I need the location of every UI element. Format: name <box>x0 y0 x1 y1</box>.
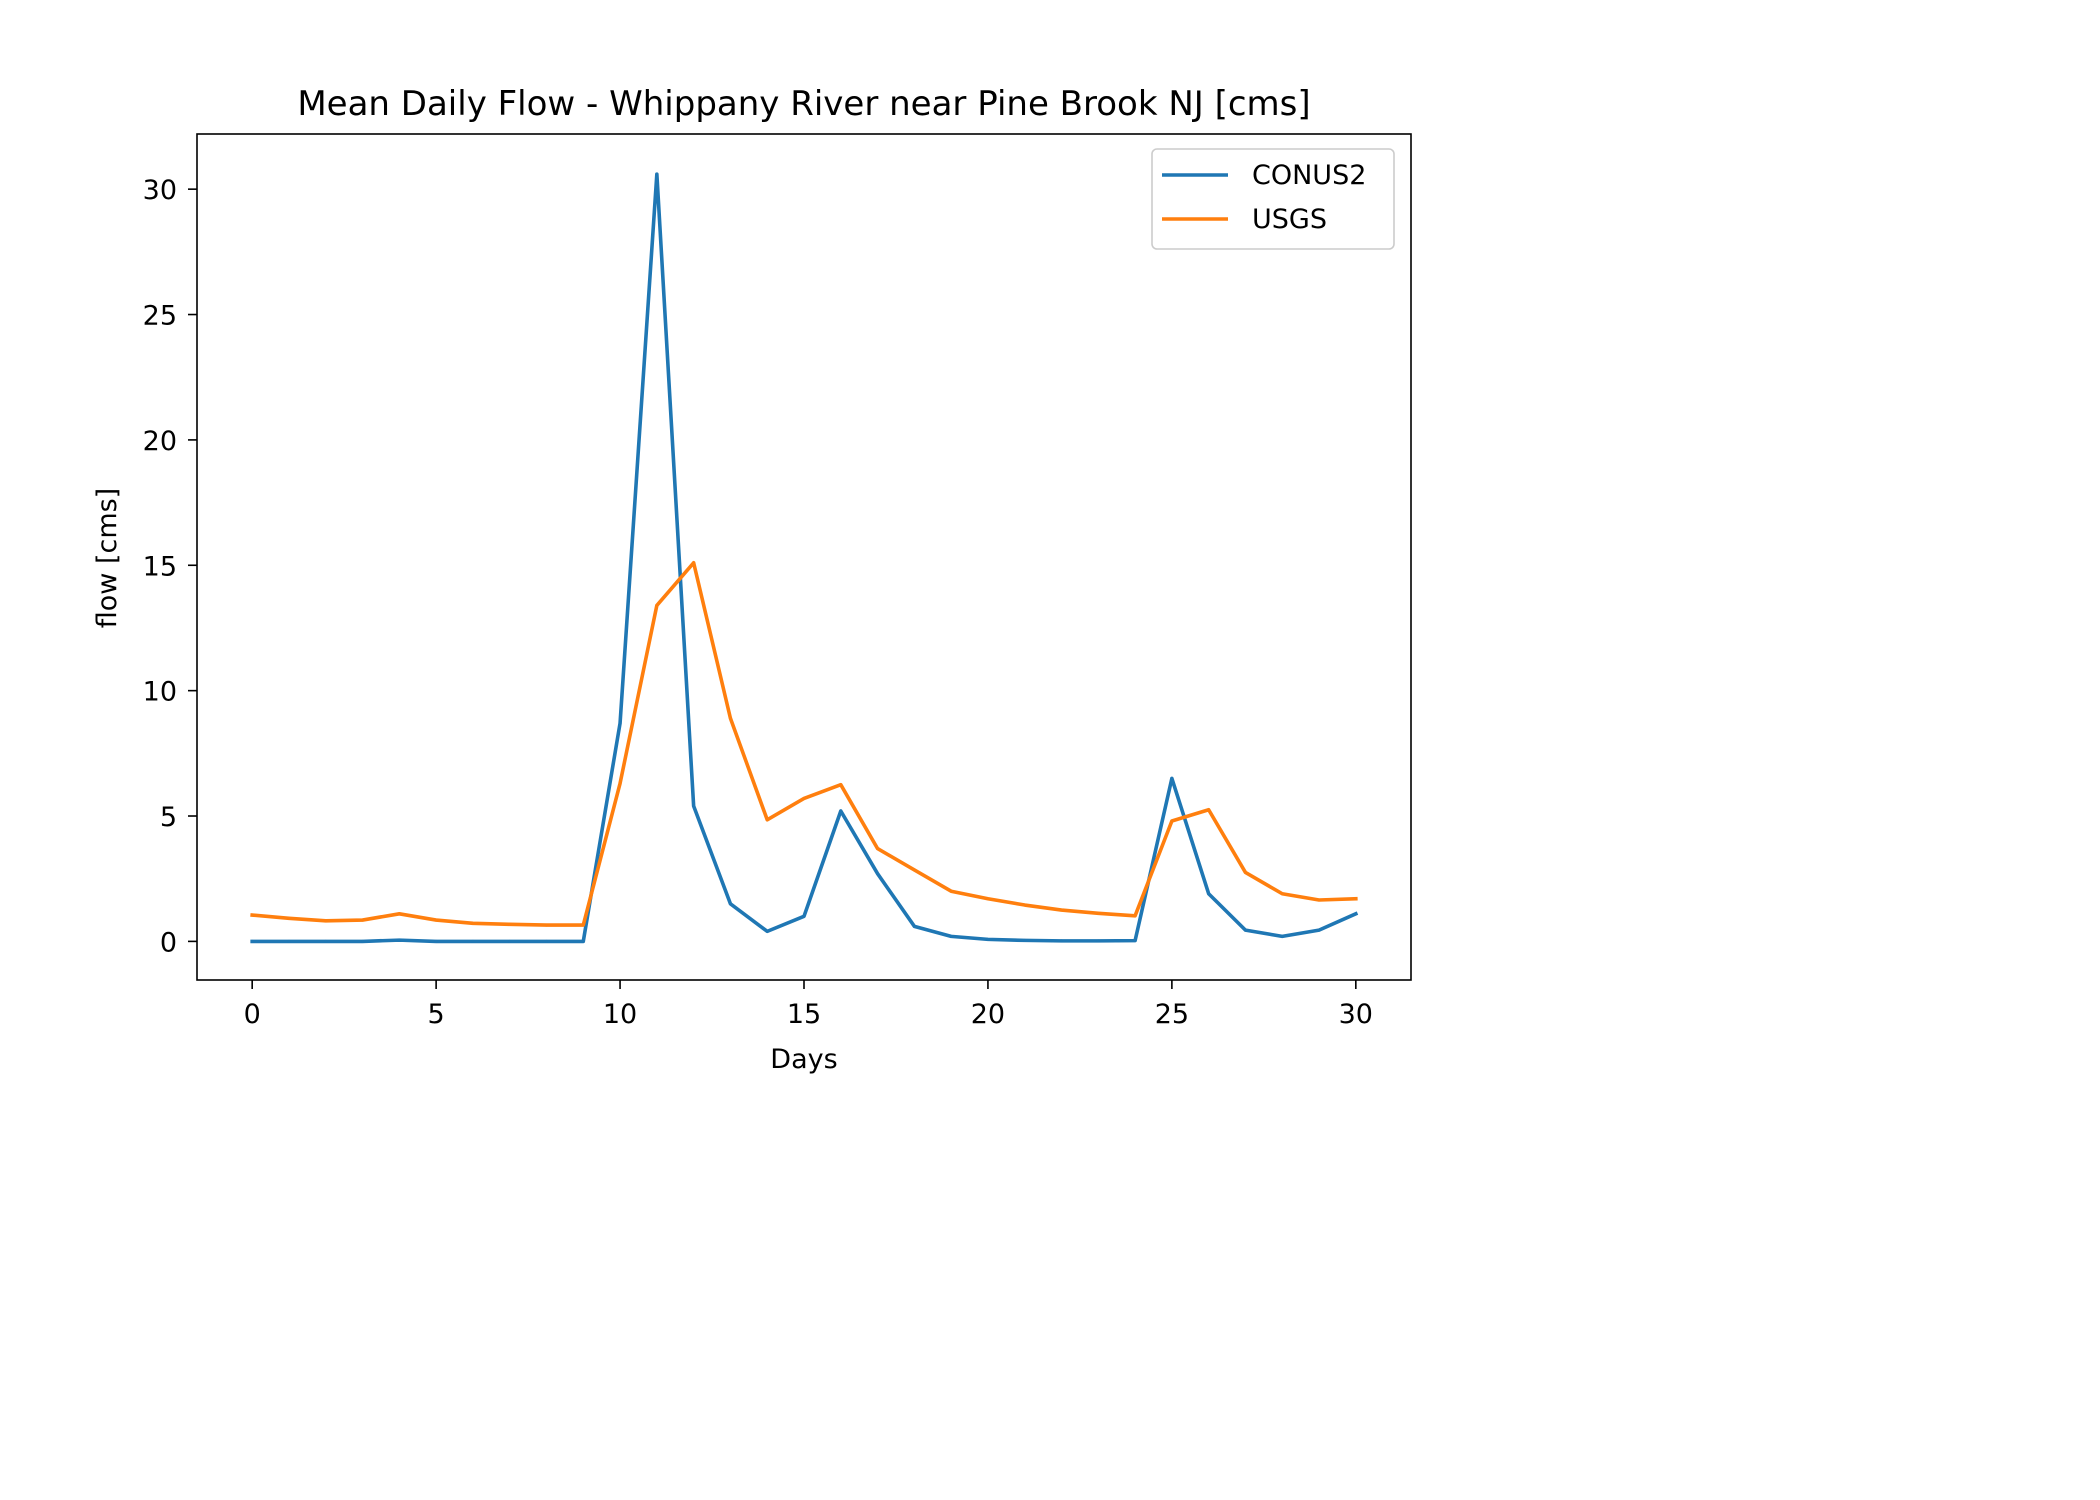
data-point-usgs <box>287 916 291 920</box>
data-point-conus2 <box>1280 934 1284 938</box>
data-point-conus2 <box>728 902 732 906</box>
data-point-conus2 <box>839 809 843 813</box>
data-point-usgs <box>397 912 401 916</box>
data-point-usgs <box>839 783 843 787</box>
data-point-conus2 <box>1060 939 1064 943</box>
data-point-conus2 <box>949 934 953 938</box>
data-point-conus2 <box>986 937 990 941</box>
legend-label-conus2: CONUS2 <box>1252 160 1366 191</box>
axes-frame <box>196 133 1412 981</box>
plot-area <box>250 172 1359 944</box>
data-point-usgs <box>1317 898 1321 902</box>
data-point-conus2 <box>324 939 328 943</box>
data-point-conus2 <box>655 172 659 176</box>
x-tick-label: 0 <box>244 999 261 1030</box>
legend: CONUS2 USGS <box>1151 148 1395 250</box>
data-point-conus2 <box>544 939 548 943</box>
data-point-conus2 <box>876 872 880 876</box>
y-tick-label: 20 <box>143 426 177 457</box>
chart-title: Mean Daily Flow - Whippany River near Pi… <box>297 84 1310 124</box>
data-point-usgs <box>1243 870 1247 874</box>
data-point-usgs <box>324 919 328 923</box>
y-tick-label: 10 <box>143 677 177 708</box>
axis-ticks: 0 5 10 15 20 25 30 0 5 10 15 20 25 30 <box>143 175 1373 1030</box>
data-point-conus2 <box>1243 928 1247 932</box>
data-point-conus2 <box>471 939 475 943</box>
data-point-conus2 <box>1170 776 1174 780</box>
data-point-usgs <box>434 918 438 922</box>
data-point-usgs <box>1170 819 1174 823</box>
data-point-conus2 <box>361 939 365 943</box>
data-point-conus2 <box>397 938 401 942</box>
data-point-conus2 <box>581 939 585 943</box>
data-point-usgs <box>361 918 365 922</box>
data-point-conus2 <box>1133 939 1137 943</box>
data-point-usgs <box>618 781 622 785</box>
data-point-usgs <box>250 913 254 917</box>
data-point-conus2 <box>765 929 769 933</box>
data-point-usgs <box>876 847 880 851</box>
data-point-conus2 <box>1354 912 1358 916</box>
data-point-usgs <box>1060 908 1064 912</box>
x-tick-label: 30 <box>1339 999 1373 1030</box>
y-axis-label: flow [cms] <box>92 488 123 628</box>
legend-label-usgs: USGS <box>1252 204 1327 235</box>
y-tick-label: 15 <box>143 551 177 582</box>
data-point-usgs <box>1023 903 1027 907</box>
y-tick-label: 30 <box>143 175 177 206</box>
data-point-conus2 <box>1207 892 1211 896</box>
x-tick-label: 15 <box>787 999 821 1030</box>
data-point-usgs <box>581 923 585 927</box>
data-point-usgs <box>1207 808 1211 812</box>
data-point-conus2 <box>250 939 254 943</box>
data-point-conus2 <box>1317 928 1321 932</box>
data-point-conus2 <box>802 914 806 918</box>
data-point-conus2 <box>434 939 438 943</box>
data-point-usgs <box>1280 892 1284 896</box>
data-point-usgs <box>802 796 806 800</box>
y-tick-label: 0 <box>160 927 177 958</box>
data-point-usgs <box>765 818 769 822</box>
data-point-conus2 <box>1096 939 1100 943</box>
y-tick-label: 25 <box>143 301 177 332</box>
data-point-usgs <box>1354 897 1358 901</box>
data-point-conus2 <box>1023 938 1027 942</box>
data-point-usgs <box>471 921 475 925</box>
data-point-usgs <box>1096 911 1100 915</box>
x-tick-label: 25 <box>1155 999 1189 1030</box>
data-point-usgs <box>728 716 732 720</box>
data-point-conus2 <box>618 721 622 725</box>
y-tick-label: 5 <box>160 802 177 833</box>
data-point-conus2 <box>287 939 291 943</box>
x-axis-label: Days <box>770 1044 837 1075</box>
x-tick-label: 5 <box>428 999 445 1030</box>
data-point-usgs <box>986 897 990 901</box>
data-point-usgs <box>508 922 512 926</box>
data-point-conus2 <box>692 804 696 808</box>
data-point-usgs <box>949 889 953 893</box>
data-point-usgs <box>1133 914 1137 918</box>
data-point-conus2 <box>508 939 512 943</box>
data-point-usgs <box>544 923 548 927</box>
data-point-usgs <box>912 868 916 872</box>
x-tick-label: 20 <box>971 999 1005 1030</box>
data-point-conus2 <box>912 924 916 928</box>
data-point-usgs <box>655 603 659 607</box>
data-point-usgs <box>692 561 696 565</box>
x-tick-label: 10 <box>603 999 637 1030</box>
line-chart: Mean Daily Flow - Whippany River near Pi… <box>92 84 1412 1075</box>
